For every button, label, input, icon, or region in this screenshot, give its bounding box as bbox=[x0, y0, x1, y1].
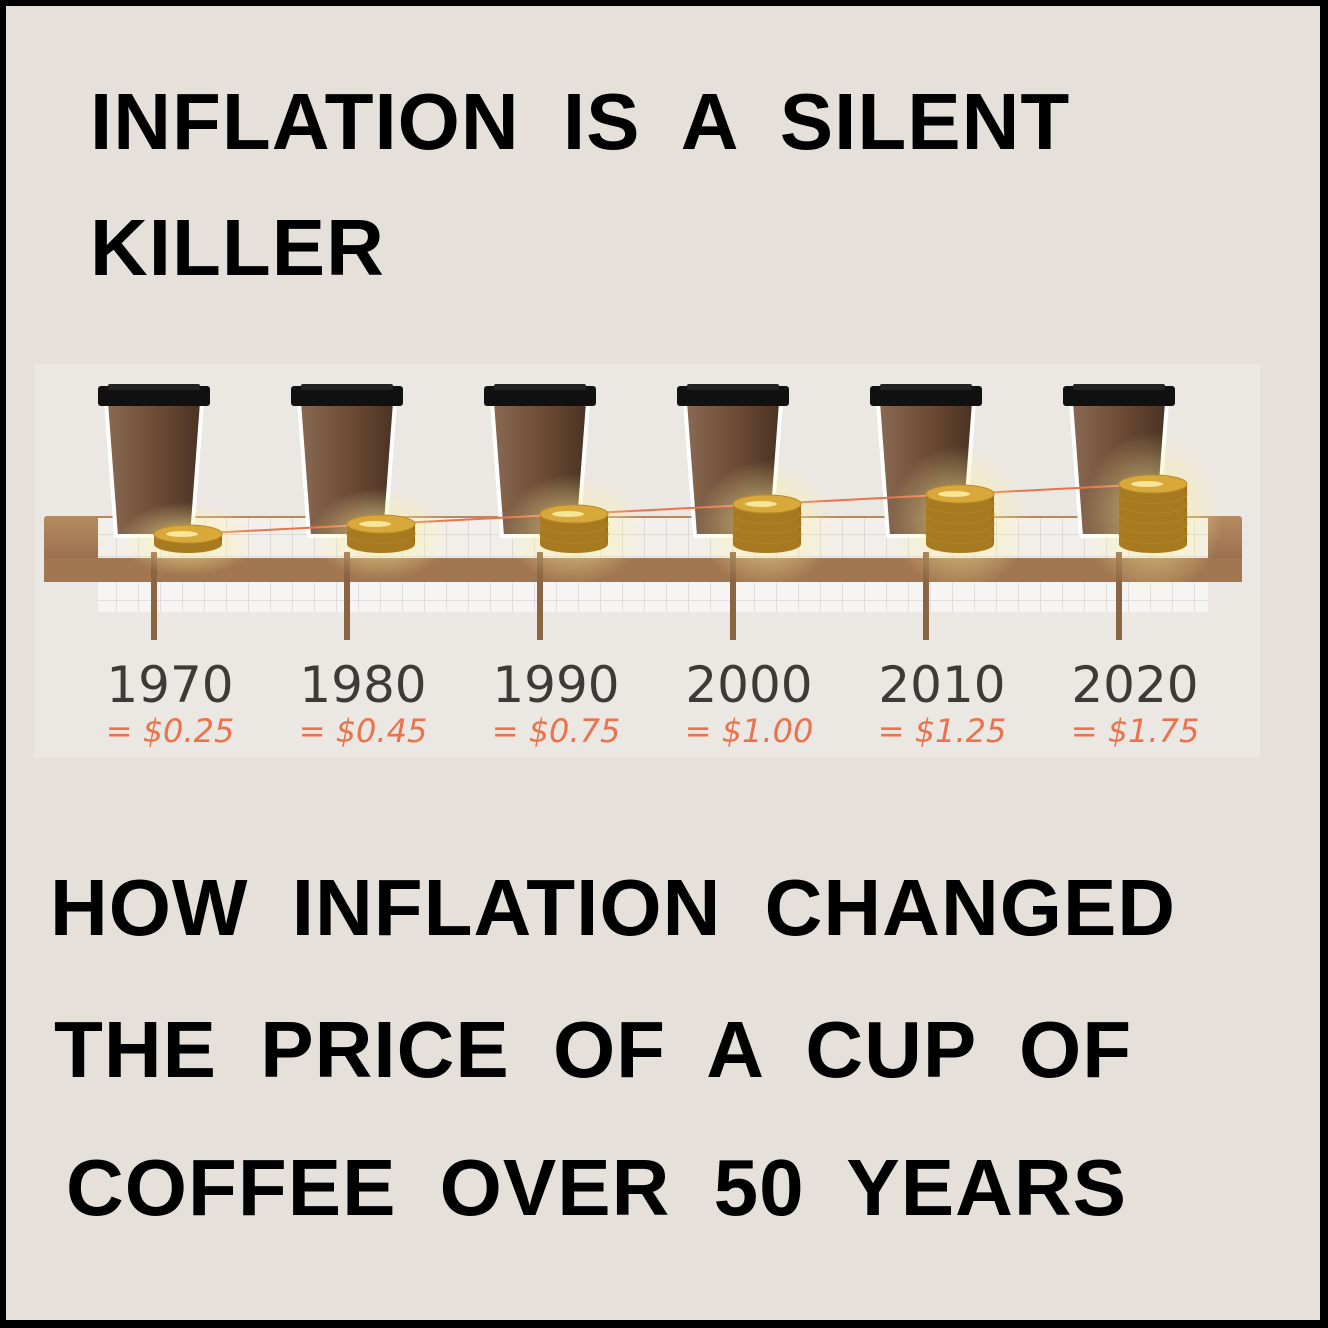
subtitle-line-3: COFFEE OVER 50 YEARS bbox=[66, 1143, 1128, 1232]
shelf-post-1970 bbox=[151, 552, 157, 640]
subtitle-line-2: THE PRICE OF A CUP OF bbox=[54, 1005, 1133, 1094]
x-tick-label-1990: 1990 bbox=[492, 656, 619, 714]
subtitle-line-1: HOW INFLATION CHANGED bbox=[50, 863, 1177, 952]
coin-stack-2000 bbox=[697, 460, 837, 588]
data-label-1970: = $0.25 bbox=[106, 712, 235, 750]
title-line-1: INFLATION IS A SILENT bbox=[90, 77, 1071, 166]
coin-stack-2010 bbox=[890, 446, 1030, 592]
shelf-post-2000 bbox=[730, 552, 736, 640]
data-label-1990: = $0.75 bbox=[492, 712, 621, 750]
shelf-post-2020 bbox=[1116, 552, 1122, 640]
x-tick-label-2020: 2020 bbox=[1071, 656, 1198, 714]
data-label-1980: = $0.45 bbox=[299, 712, 428, 750]
coin-stack-1980 bbox=[311, 488, 451, 580]
x-tick-label-2010: 2010 bbox=[878, 656, 1005, 714]
x-tick-label-1970: 1970 bbox=[106, 656, 233, 714]
coin-stack-1970 bbox=[118, 502, 258, 576]
coin-stack-1990 bbox=[504, 474, 644, 584]
title-line-2: KILLER bbox=[90, 203, 385, 292]
data-label-2020: = $1.75 bbox=[1071, 712, 1200, 750]
shelf-post-1990 bbox=[537, 552, 543, 640]
infographic: INFLATION IS A SILENT KILLER bbox=[6, 6, 1320, 1320]
shelf-post-1980 bbox=[344, 552, 350, 640]
coin-stack-2020 bbox=[1083, 432, 1223, 596]
data-label-2000: = $1.00 bbox=[685, 712, 814, 750]
shelf-front bbox=[44, 558, 1242, 582]
x-tick-label-2000: 2000 bbox=[685, 656, 812, 714]
x-tick-label-1980: 1980 bbox=[299, 656, 426, 714]
shelf-post-2010 bbox=[923, 552, 929, 640]
data-label-2010: = $1.25 bbox=[878, 712, 1007, 750]
